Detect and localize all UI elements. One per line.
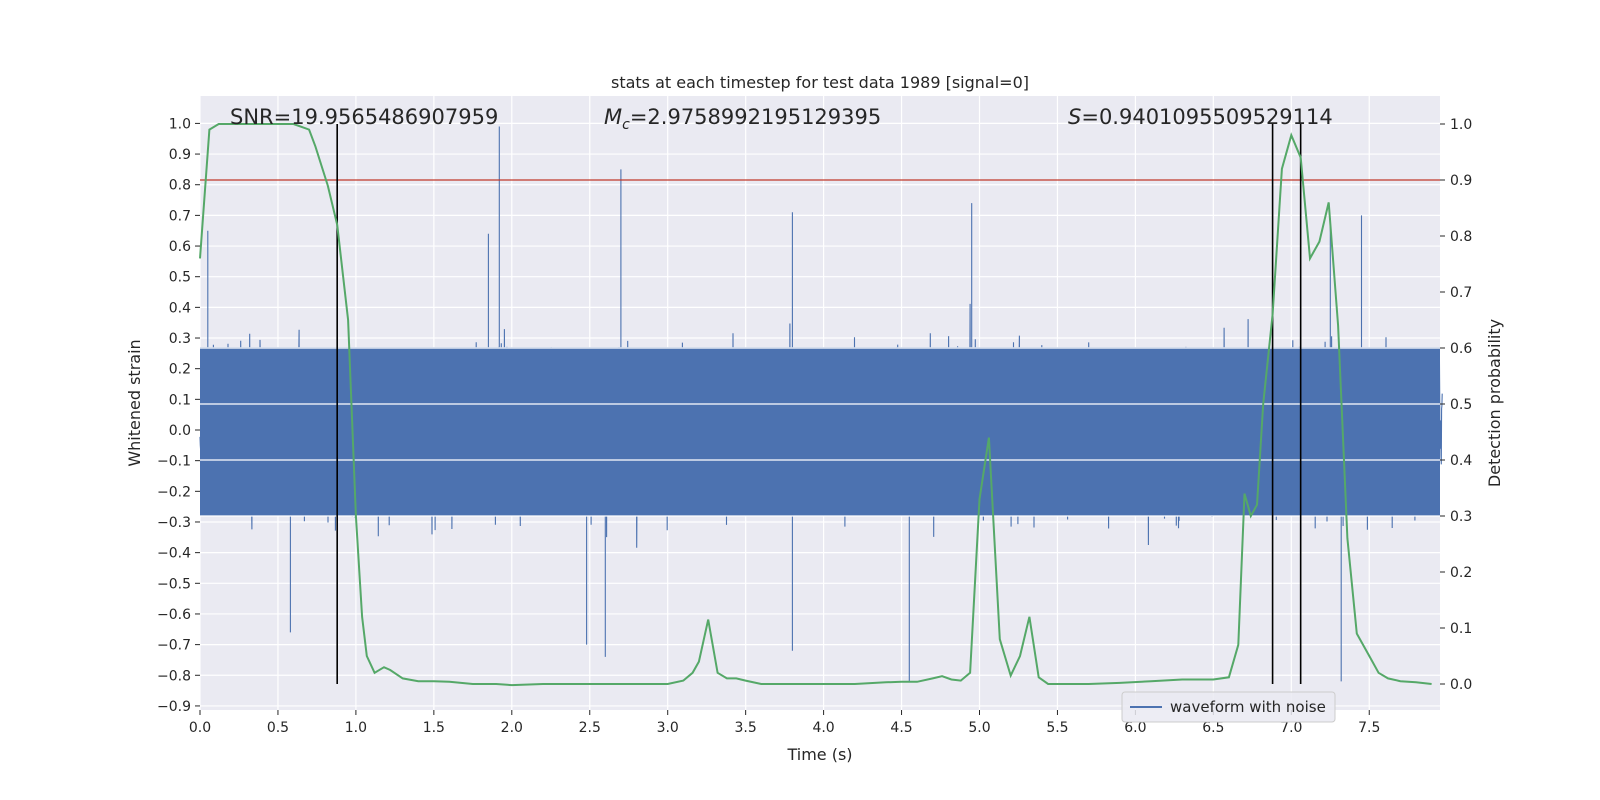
- y-right-axis-label: Detection probability: [1485, 319, 1504, 487]
- mc-subscript: c: [622, 117, 630, 133]
- y-tick-label: 0.4: [169, 300, 191, 316]
- y-right-tick-label: 0.0: [1450, 677, 1472, 693]
- y-tick-label: −0.2: [157, 484, 191, 500]
- x-tick-label: 4.0: [812, 720, 834, 736]
- x-tick-label: 0.0: [189, 720, 211, 736]
- y-tick-label: −0.1: [157, 454, 191, 470]
- vertical-lines: [336, 124, 1302, 684]
- x-tick-label: 7.5: [1358, 720, 1380, 736]
- x-tick-label: 3.0: [657, 720, 679, 736]
- y-tick-label: −0.6: [157, 607, 191, 623]
- x-tick-label: 3.5: [735, 720, 757, 736]
- y-tick-label: 0.9: [169, 147, 191, 163]
- x-axis-ticks: 0.0 0.5 1.0 1.5 2.0 2.5 3.0 3.5 4.0 4.5 5.0 5.5 6.0 6…: [189, 710, 1380, 736]
- y-tick-label: 0.1: [169, 392, 191, 408]
- y-right-axis-ticks: 0.0 0.1 0.2 0.3 0.4 0.5 0.6 0.7 0.8 0.9 1.0: [1440, 117, 1472, 693]
- y-right-tick-label: 0.6: [1450, 341, 1472, 357]
- y-tick-label: −0.7: [157, 638, 191, 654]
- y-tick-label: 0.7: [169, 208, 191, 224]
- mc-annotation: Mc=2.9758992195129395: [604, 105, 881, 133]
- x-tick-label: 6.0: [1124, 720, 1146, 736]
- s-value: =0.9401095509529114: [1081, 105, 1332, 129]
- y-tick-label: −0.4: [157, 546, 191, 562]
- chart-title: stats at each timestep for test data 198…: [611, 73, 1029, 92]
- y-tick-label: −0.3: [157, 515, 191, 531]
- y-right-tick-label: 0.2: [1450, 565, 1472, 581]
- waveform-series: [199, 126, 1443, 682]
- y-right-tick-label: 0.8: [1450, 229, 1472, 245]
- y-tick-label: 0.8: [169, 178, 191, 194]
- x-axis-label: Time (s): [786, 745, 852, 764]
- y-tick-label: 0.3: [169, 331, 191, 347]
- y-tick-label: 1.0: [169, 116, 191, 132]
- s-annotation: S=0.9401095509529114: [1068, 105, 1333, 129]
- y-tick-label: −0.9: [157, 699, 191, 715]
- s-symbol: S: [1068, 105, 1081, 129]
- legend: waveform with noise: [1121, 691, 1336, 723]
- x-tick-label: 1.5: [423, 720, 445, 736]
- mc-symbol: M: [604, 105, 622, 129]
- y-tick-label: 0.6: [169, 239, 191, 255]
- x-tick-label: 7.0: [1280, 720, 1302, 736]
- y-axis-ticks: −0.9 −0.8 −0.7 −0.6 −0.5 −0.4 −0.3 −0.2 −0.1 0.0 0…: [157, 116, 200, 715]
- y-tick-label: 0.0: [169, 423, 191, 439]
- y-tick-label: 0.2: [169, 362, 191, 378]
- x-tick-label: 6.5: [1202, 720, 1224, 736]
- y-right-tick-label: 0.3: [1450, 509, 1472, 525]
- y-right-tick-label: 0.4: [1450, 453, 1472, 469]
- probability-line: [199, 123, 1432, 687]
- y-right-tick-label: 0.7: [1450, 285, 1472, 301]
- x-tick-label: 4.5: [890, 720, 912, 736]
- y-tick-label: 0.5: [169, 270, 191, 286]
- y-right-tick-label: 1.0: [1450, 117, 1472, 133]
- y-right-tick-label: 0.1: [1450, 621, 1472, 637]
- waveform-dense-band: [200, 347, 1440, 516]
- y-right-tick-label: 0.9: [1450, 173, 1472, 189]
- legend-box: [1121, 691, 1336, 723]
- snr-annotation: SNR=19.9565486907959: [230, 105, 498, 129]
- y-tick-label: −0.5: [157, 576, 191, 592]
- x-tick-label: 5.5: [1046, 720, 1068, 736]
- x-tick-label: 2.0: [501, 720, 523, 736]
- y-tick-label: −0.8: [157, 668, 191, 684]
- legend-entry: waveform with noise: [1170, 698, 1326, 716]
- y-axis-label: Whitened strain: [125, 339, 144, 466]
- y-right-tick-label: 0.5: [1450, 397, 1472, 413]
- x-tick-label: 5.0: [968, 720, 990, 736]
- x-tick-label: 1.0: [345, 720, 367, 736]
- x-tick-label: 2.5: [579, 720, 601, 736]
- x-tick-label: 0.5: [267, 720, 289, 736]
- mc-value: =2.9758992195129395: [630, 105, 881, 129]
